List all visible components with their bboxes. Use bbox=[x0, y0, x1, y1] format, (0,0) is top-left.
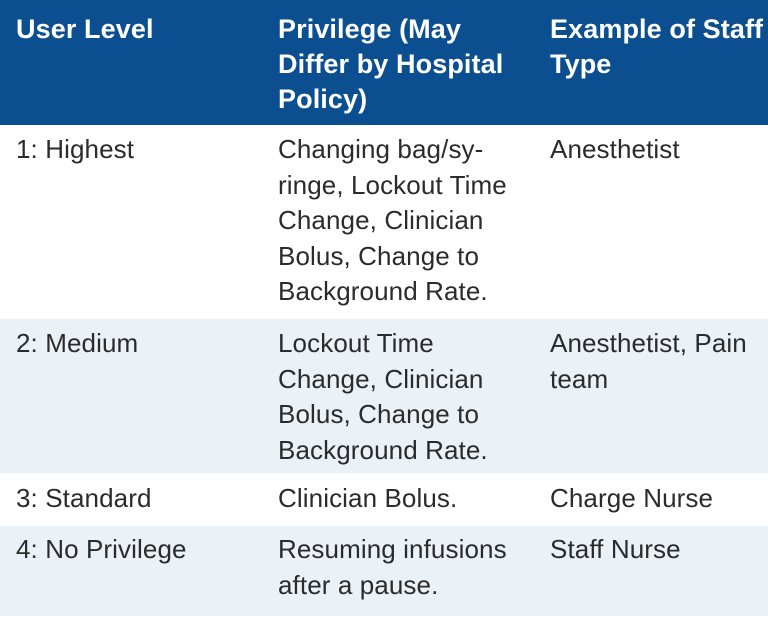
staff-line: Anesthetist, Pain team bbox=[550, 328, 747, 394]
cell-staff-type: Charge Nurse bbox=[550, 483, 714, 513]
cell-user-level: 2: Medium bbox=[16, 328, 139, 358]
privilege-line: Lockout Time Change, Clinician Bolus, Ch… bbox=[278, 328, 488, 465]
cell-user-level: 4: No Privilege bbox=[16, 534, 187, 564]
cell-user-level: 1: Highest bbox=[16, 134, 135, 164]
user-level-table: User Level Privilege (May Differ by Hosp… bbox=[0, 0, 768, 616]
table-row: 4: No Privilege Resuming infusions after… bbox=[0, 526, 768, 616]
table-row: 1: Highest Changing bag/sy-ringe, Lockou… bbox=[0, 125, 768, 319]
table-row: 3: Standard Clinician Bolus. Charge Nurs… bbox=[0, 473, 768, 526]
cell-staff-type: Staff Nurse bbox=[550, 534, 681, 564]
cell-staff-type: Anesthetist, Pain team Anesthetist,Pain … bbox=[534, 319, 768, 473]
table-row: 2: Medium Lockout Time Change, Clinician… bbox=[0, 319, 768, 473]
cell-privilege: Lockout Time Change, Clinician Bolus, Ch… bbox=[262, 319, 534, 473]
privilege-line: Resuming infusions after a pause. bbox=[278, 534, 507, 600]
header-user-level: User Level bbox=[16, 14, 154, 44]
cell-privilege: Clinician Bolus. bbox=[278, 483, 458, 513]
privilege-line: Changing bag/sy-ringe, Lockout Time Chan… bbox=[278, 134, 507, 306]
cell-privilege: Resuming infusions after a pause. Resumi… bbox=[262, 526, 534, 616]
table-header-row: User Level Privilege (May Differ by Hosp… bbox=[0, 0, 768, 125]
cell-user-level: 3: Standard bbox=[16, 483, 152, 513]
cell-privilege: Changing bag/sy-ringe, Lockout Time Chan… bbox=[262, 125, 534, 319]
header-privilege: Privilege (May Differ by Hospital Policy… bbox=[278, 14, 504, 114]
cell-staff-type: Anesthetist bbox=[550, 134, 680, 164]
header-staff-type: Example of Staff Type bbox=[550, 14, 764, 79]
